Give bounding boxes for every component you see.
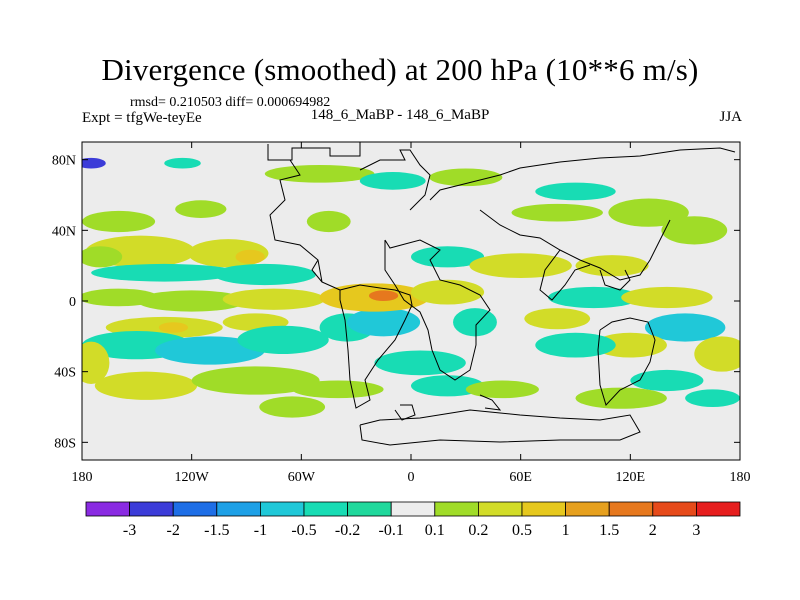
field-feature-28	[411, 375, 485, 397]
colorbar-label-1: -2	[167, 522, 180, 539]
field-feature-38	[535, 182, 616, 201]
y-tick-label-2: 0	[69, 295, 76, 310]
field-feature-3	[235, 249, 265, 264]
y-tick-label-1: 40N	[52, 224, 76, 239]
field-feature-7	[136, 290, 247, 312]
field-feature-20	[347, 308, 421, 337]
colorbar-swatch-14	[696, 501, 741, 517]
colorbar-swatch-3	[216, 501, 261, 517]
field-feature-45	[593, 332, 667, 358]
y-tick-label-3: 40S	[54, 366, 76, 381]
field-feature-33	[306, 210, 351, 233]
coastline-outline	[267, 142, 736, 446]
colorbar-label-5: -0.2	[335, 522, 360, 539]
stats-label: rmsd= 0.210503 diff= 0.000694982	[130, 95, 331, 110]
field-feature-5	[213, 263, 316, 286]
colorbar-swatch-5	[303, 501, 348, 517]
colorbar-label-13: 3	[692, 522, 700, 539]
colorbar-swatch-8	[434, 501, 479, 517]
field-feature-39	[608, 198, 689, 227]
field-feature-46	[694, 336, 740, 372]
field-feature-47	[630, 369, 704, 392]
x-tick-label-1: 120W	[175, 470, 210, 485]
field-feature-17	[191, 366, 320, 395]
colorbar-swatch-9	[477, 501, 523, 517]
field-feature-37	[511, 203, 603, 222]
chart-title: Divergence (smoothed) at 200 hPa (10**6 …	[101, 52, 699, 87]
x-tick-label-4: 60E	[509, 470, 532, 485]
colorbar-swatch-1	[129, 501, 174, 517]
colorbar-swatch-13	[652, 501, 697, 517]
field-feature-53	[82, 157, 106, 169]
colorbar-swatch-4	[259, 501, 305, 517]
colorbar-swatch-2	[172, 501, 218, 517]
colorbar-swatch-6	[347, 501, 392, 517]
x-tick-label-5: 120E	[616, 470, 646, 485]
field-feature-42	[548, 286, 640, 309]
field-feature-13	[155, 336, 265, 365]
field-feature-16	[94, 371, 198, 400]
colorbar-label-3: -1	[254, 522, 267, 539]
colorbar-label-12: 2	[649, 522, 657, 539]
field-feature-44	[644, 313, 726, 342]
x-tick-label-0: 180	[72, 470, 93, 485]
colorbar-label-9: 0.5	[512, 522, 532, 539]
colorbar-label-2: -1.5	[204, 522, 229, 539]
field-feature-14	[237, 325, 329, 354]
field-feature-31	[82, 210, 156, 233]
field-feature-48	[535, 332, 616, 358]
field-feature-40	[661, 216, 728, 245]
colorbar: -3 -2 -1.5 -1 -0.5 -0.2 -0.1 0.1 0.2 0.5 1 1.5 2 3	[85, 501, 741, 539]
field-feature-41	[575, 255, 649, 277]
field-feature-25	[469, 253, 572, 279]
x-tick-label-3: 0	[408, 470, 415, 485]
field-feature-22	[368, 290, 399, 302]
colorbar-label-0: -3	[123, 522, 136, 539]
expt-label: Expt = tfgWe-teyEe	[82, 110, 202, 126]
colorbar-label-11: 1.5	[599, 522, 619, 539]
field-feature-4	[91, 263, 238, 282]
colorbar-label-4: -0.5	[291, 522, 316, 539]
field-feature-8	[222, 288, 326, 310]
divergence-field	[82, 157, 740, 418]
field-feature-30	[292, 380, 384, 399]
field-feature-18	[259, 396, 326, 418]
field-feature-10	[158, 322, 189, 333]
field-feature-26	[453, 308, 497, 337]
colorbar-label-8: 0.2	[468, 522, 488, 539]
colorbar-swatch-7	[390, 501, 436, 517]
y-tick-label-4: 80S	[54, 436, 76, 451]
field-feature-32	[175, 200, 227, 218]
field-feature-29	[465, 380, 539, 399]
colorbar-swatch-0	[85, 501, 130, 517]
field-feature-35	[359, 172, 426, 190]
field-feature-49	[524, 308, 591, 330]
field-feature-1	[82, 246, 123, 268]
season-label: JJA	[719, 109, 742, 125]
center-label: 148_6_MaBP - 148_6_MaBP	[310, 107, 490, 123]
field-feature-36	[429, 168, 503, 187]
field-feature-52	[164, 157, 201, 169]
colorbar-label-6: -0.1	[379, 522, 404, 539]
colorbar-label-7: 0.1	[425, 522, 445, 539]
x-axis: 180 120W 60W 0 60E 120E 180	[72, 142, 751, 485]
field-feature-15	[82, 341, 110, 385]
field-feature-27	[374, 350, 466, 376]
x-tick-label-2: 60W	[288, 470, 316, 485]
colorbar-swatch-11	[565, 501, 610, 517]
y-axis: 80N 40N 0 40S 80S	[52, 154, 740, 451]
x-tick-label-6: 180	[730, 470, 751, 485]
field-feature-23	[411, 279, 485, 305]
field-feature-51	[685, 389, 740, 407]
field-feature-24	[411, 246, 485, 268]
y-tick-label-0: 80N	[52, 154, 76, 169]
field-feature-43	[621, 286, 713, 309]
colorbar-swatch-10	[521, 501, 566, 517]
field-feature-34	[264, 164, 375, 183]
colorbar-swatch-12	[608, 501, 654, 517]
colorbar-label-10: 1	[562, 522, 570, 539]
field-feature-50	[575, 387, 667, 409]
